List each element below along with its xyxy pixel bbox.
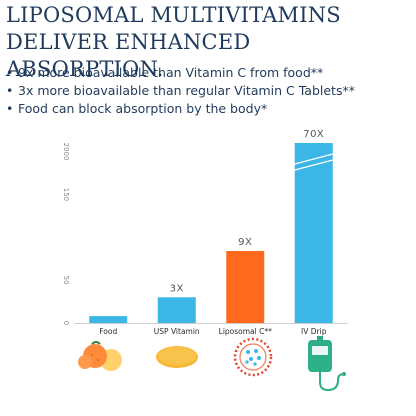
bar	[294, 143, 333, 323]
bullet-list: 9x more bioavailable than Vitamin C from…	[6, 64, 355, 118]
data-label: 3X	[170, 283, 184, 294]
data-label: 9X	[238, 237, 252, 248]
headline-line-1: LIPOSOMAL MULTIVITAMINS	[6, 3, 341, 27]
headline: LIPOSOMAL MULTIVITAMINS DELIVER ENHANCED…	[6, 2, 414, 83]
category-label: Food	[99, 327, 117, 336]
bullet-item: Food can block absorption by the body*	[6, 100, 355, 118]
bar	[226, 251, 265, 323]
axis-break-mark	[294, 153, 333, 165]
bar	[89, 316, 128, 323]
bullet-item: 3x more bioavailable than regular Vitami…	[6, 82, 355, 100]
label-layer: 0 50 150 2000 Food 3X USP Vitamin 9X Liposomal C…	[62, 129, 327, 336]
tablet-icon	[156, 346, 198, 368]
category-label: USP Vitamin	[154, 327, 200, 336]
data-label: 70X	[303, 129, 324, 140]
bullet-item: 9x more bioavailable than Vitamin C from…	[6, 64, 355, 82]
liposome-icon	[233, 337, 273, 377]
citrus-fruit-icon	[78, 341, 122, 371]
y-tick-label: 0	[62, 321, 70, 325]
iv-bag-icon	[308, 336, 346, 392]
category-label: Liposomal C**	[219, 327, 272, 336]
axis-break-mark	[294, 159, 333, 171]
y-tick-label: 2000	[62, 143, 70, 161]
category-label: IV Drip	[301, 327, 327, 336]
bar	[157, 297, 196, 323]
y-tick-label: 50	[62, 276, 70, 285]
y-tick-label: 150	[62, 188, 70, 201]
bar-layer	[89, 143, 333, 323]
